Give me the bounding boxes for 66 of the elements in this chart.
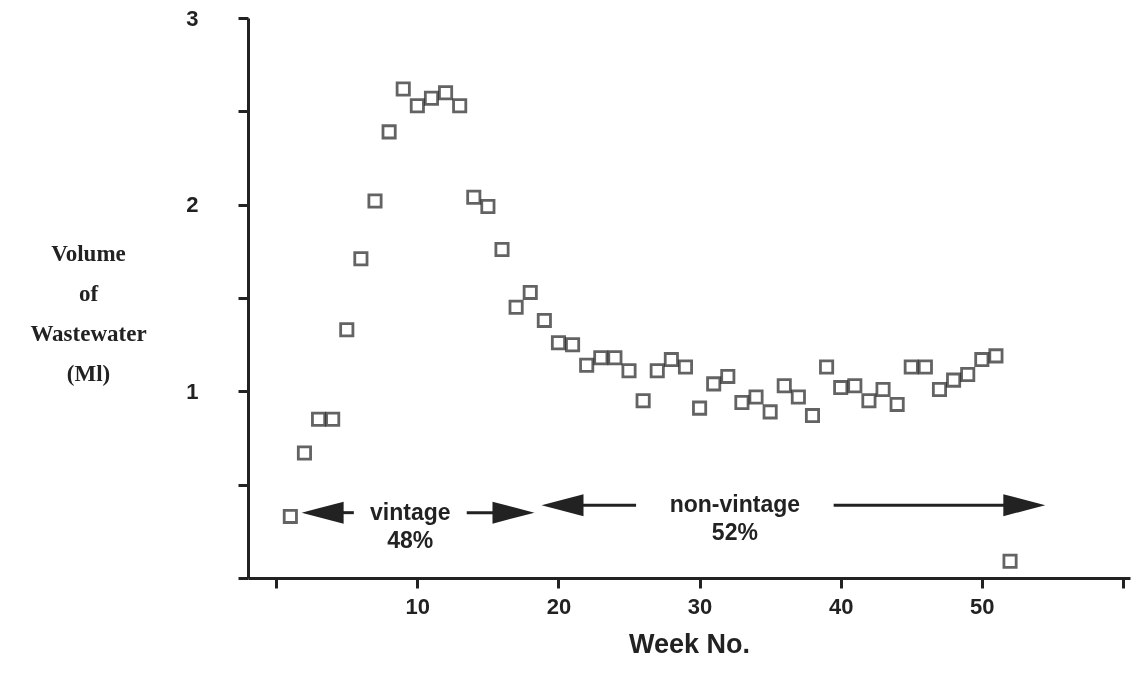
point — [875, 381, 891, 397]
point — [621, 363, 637, 379]
point — [649, 363, 665, 379]
point — [917, 359, 933, 375]
point — [1002, 553, 1018, 569]
point — [423, 90, 439, 106]
point — [607, 350, 623, 366]
point — [804, 408, 820, 424]
point — [466, 189, 482, 205]
point — [565, 337, 581, 353]
point — [367, 193, 383, 209]
point — [508, 299, 524, 315]
point — [311, 411, 327, 427]
x-axis-title: Week No. — [628, 628, 751, 659]
point — [776, 378, 792, 394]
annotation: non-vintage — [669, 491, 801, 518]
point — [762, 404, 778, 420]
annotation: 48% — [387, 526, 434, 553]
annotation: 52% — [711, 519, 758, 546]
point — [325, 411, 341, 427]
point — [988, 348, 1004, 364]
point — [522, 284, 538, 300]
point — [480, 199, 496, 215]
point — [748, 389, 764, 405]
annotation: vintage — [370, 498, 451, 525]
point — [706, 376, 722, 392]
point — [296, 445, 312, 461]
point — [960, 367, 976, 383]
point — [550, 335, 566, 351]
point — [946, 372, 962, 388]
y-tick-label: 2 — [186, 192, 199, 218]
point — [663, 352, 679, 368]
point — [847, 378, 863, 394]
point — [833, 380, 849, 396]
point — [677, 359, 693, 375]
point — [819, 359, 835, 375]
point — [734, 395, 750, 411]
x-tick-label: 10 — [405, 593, 431, 619]
y-tick-label: 1 — [186, 378, 199, 404]
point — [903, 359, 919, 375]
point — [282, 508, 298, 524]
point — [974, 352, 990, 368]
point — [593, 350, 609, 366]
point — [692, 400, 708, 416]
x-tick-label: 30 — [687, 593, 713, 619]
point — [438, 85, 454, 101]
point — [861, 393, 877, 409]
point — [494, 241, 510, 257]
point — [790, 389, 806, 405]
point — [381, 124, 397, 140]
point — [536, 312, 552, 328]
y-axis-title: Volume of Wastewater (Ml) — [30, 240, 147, 386]
point — [579, 357, 595, 373]
point — [720, 368, 736, 384]
y-tick-label: 3 — [186, 5, 199, 31]
x-tick-label: 40 — [828, 593, 854, 619]
x-tick-label: 20 — [546, 593, 572, 619]
point — [889, 396, 905, 412]
x-tick-label: 50 — [970, 593, 995, 619]
point — [452, 98, 468, 114]
point — [395, 81, 411, 97]
point — [409, 98, 425, 114]
point — [353, 251, 369, 267]
point — [339, 322, 355, 338]
point — [931, 381, 948, 397]
point — [635, 393, 651, 409]
